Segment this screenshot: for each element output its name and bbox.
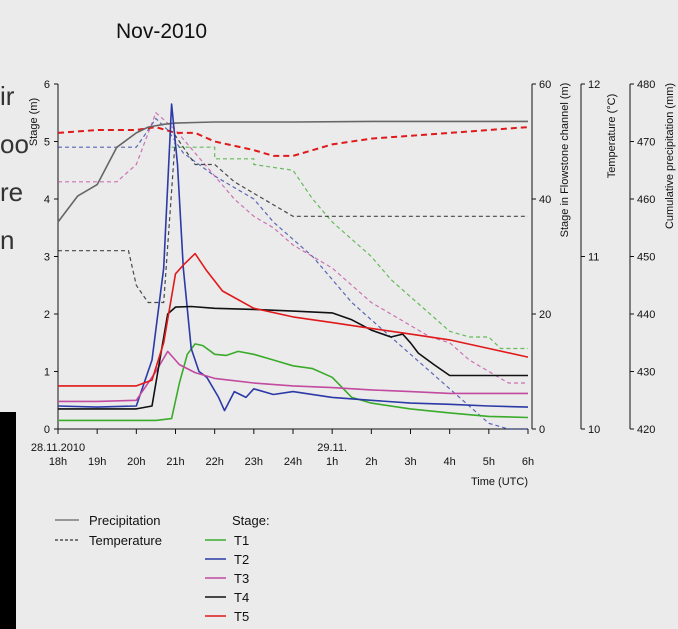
- x-tick-label: 4h: [444, 456, 456, 468]
- series-line-t3: [58, 350, 528, 403]
- precipitation-axis-label: Cumulative precipitation (mm): [664, 83, 676, 229]
- x-tick-label: 22h: [205, 456, 223, 468]
- series-layer: [57, 103, 529, 430]
- temperature-trace-t3: [58, 111, 528, 384]
- stage-tick-label: 3: [44, 252, 50, 264]
- x-date-label: 28.11.2010: [31, 442, 85, 454]
- temperature-tick-label: 12: [588, 79, 600, 91]
- precipitation-tick-label: 440: [637, 309, 655, 321]
- legend-stage-title: Stage:: [232, 513, 270, 528]
- precipitation-tick-label: 470: [637, 137, 655, 149]
- x-axis-label: Time (UTC): [471, 476, 528, 488]
- precipitation-tick-label: 430: [637, 367, 655, 379]
- flowstone-axis-label: Stage in Flowstone channel (m): [559, 83, 571, 238]
- x-tick-label: 24h: [284, 456, 302, 468]
- legend: Precipitation Temperature Stage: T1 T2 T3 T4 T5: [55, 513, 270, 624]
- legend-label: T2: [234, 552, 249, 567]
- background-text-line: ir: [0, 81, 15, 111]
- legend-label: Temperature: [89, 533, 162, 548]
- stage-tick-label: 4: [44, 194, 50, 206]
- temperature-axis-label: Temperature (°C): [606, 94, 618, 178]
- background-text-line: oo: [0, 129, 29, 159]
- stage-tick-label: 0: [44, 424, 50, 436]
- background-text: ir oo re n: [0, 72, 30, 302]
- background-text-line: re: [0, 177, 24, 207]
- background-text-line: n: [0, 225, 15, 255]
- precipitation-tick-label: 420: [637, 424, 655, 436]
- temperature-tick-label: 10: [588, 424, 600, 436]
- x-tick-label: 21h: [166, 456, 184, 468]
- x-tick-label: 20h: [127, 456, 145, 468]
- left-black-bar: [0, 412, 16, 629]
- series-line-t1: [58, 343, 529, 422]
- legend-label: T4: [234, 590, 249, 605]
- flowstone-tick-label: 60: [539, 79, 551, 91]
- x-tick-label: 5h: [483, 456, 495, 468]
- series-line-t5: [58, 252, 529, 387]
- temperature-tick-label: 11: [588, 252, 599, 264]
- series-line-t4: [58, 305, 528, 410]
- precipitation-tick-label: 460: [637, 194, 655, 206]
- flowstone-tick-label: 20: [539, 309, 551, 321]
- legend-label: T5: [234, 609, 249, 624]
- stage-tick-label: 2: [44, 309, 50, 321]
- stage-tick-label: 1: [44, 367, 50, 379]
- legend-label: T3: [234, 571, 249, 586]
- x-tick-label: 19h: [88, 456, 106, 468]
- precipitation-tick-label: 480: [637, 79, 655, 91]
- x-tick-label: 18h: [49, 456, 67, 468]
- legend-label: T1: [234, 533, 249, 548]
- precipitation-tick-label: 450: [637, 252, 655, 264]
- flowstone-tick-label: 0: [539, 424, 545, 436]
- series-line-t2: [57, 103, 529, 412]
- x-tick-label: 1h: [326, 456, 338, 468]
- temperature-trace-t2: [58, 117, 528, 430]
- stage-axis-label: Stage (m): [28, 98, 40, 146]
- legend-label: Precipitation: [89, 513, 161, 528]
- x-tick-label: 23h: [245, 456, 263, 468]
- stage-tick-label: 6: [44, 79, 50, 91]
- x-tick-label: 6h: [522, 456, 534, 468]
- flowstone-tick-label: 40: [539, 194, 551, 206]
- x-tick-label: 3h: [404, 456, 416, 468]
- x-date-label: 29.11.: [317, 442, 347, 454]
- chart-title: Nov-2010: [116, 20, 207, 43]
- temperature-trace-t4: [58, 134, 528, 304]
- series-line-precipitation: [57, 120, 528, 223]
- temperature-trace-t5: [57, 126, 529, 157]
- stage-tick-label: 5: [44, 137, 50, 149]
- temperature-trace-t1: [171, 146, 528, 350]
- x-tick-label: 2h: [365, 456, 377, 468]
